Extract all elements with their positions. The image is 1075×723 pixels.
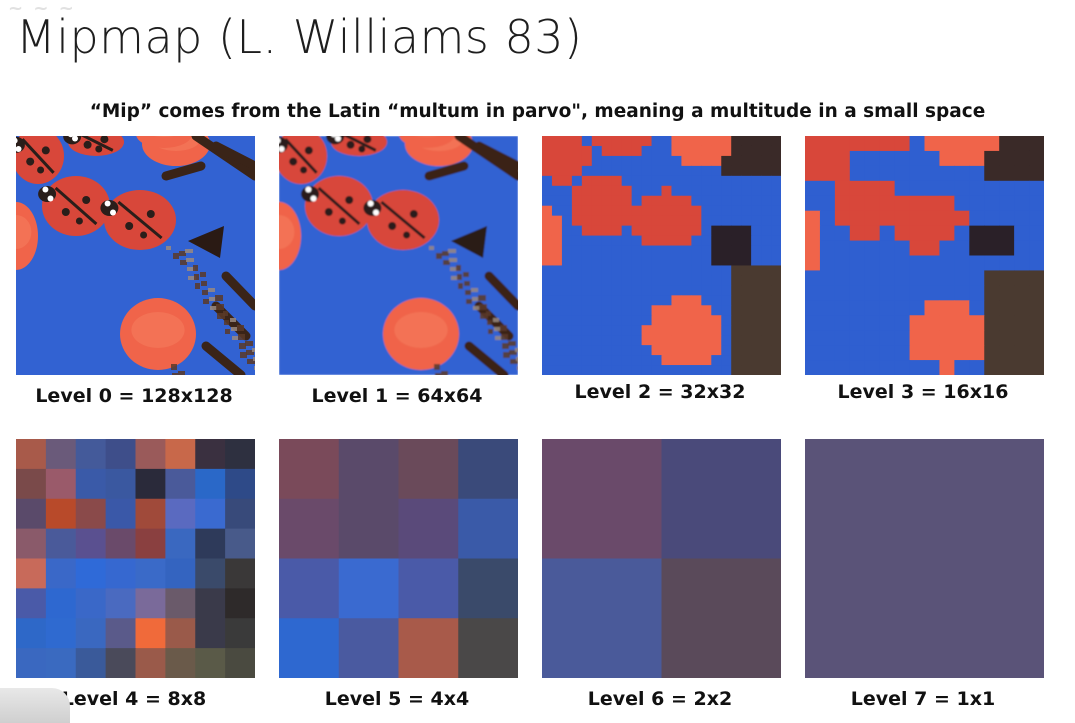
watermark: ~ ~ ~ [8,0,76,19]
level-3-label: Level 3 = 16x16 [837,381,1009,403]
slide-title: Mipmap (L. Williams 83) [16,10,583,64]
mip-level-7-image [805,439,1044,678]
mip-level-6-image [542,439,781,678]
level-1-label: Level 1 = 64x64 [311,385,483,407]
level-0-label: Level 0 = 128x128 [35,385,233,407]
mip-level-5-image [279,439,518,678]
mip-level-4-image [16,439,255,678]
mip-level-1-image [279,136,518,375]
level-5-label: Level 5 = 4x4 [324,688,470,710]
corner-occluder [0,688,70,723]
slide-subtitle: “Mip” comes from the Latin “multum in pa… [89,101,986,122]
level-7-label: Level 7 = 1x1 [850,688,996,710]
mip-level-2-image [542,136,781,375]
mip-level-3-image [805,136,1044,375]
level-2-label: Level 2 = 32x32 [574,381,746,403]
level-6-label: Level 6 = 2x2 [587,688,733,710]
level-4-label: Level 4 = 8x8 [61,688,207,710]
mip-level-0-image [16,136,255,375]
